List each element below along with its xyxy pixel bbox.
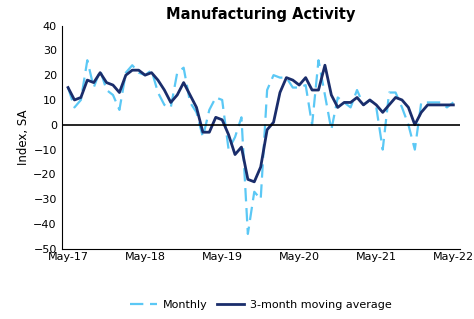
Legend: Monthly, 3-month moving average: Monthly, 3-month moving average — [125, 296, 396, 315]
Y-axis label: Index, SA: Index, SA — [18, 109, 30, 165]
Title: Manufacturing Activity: Manufacturing Activity — [166, 7, 356, 22]
